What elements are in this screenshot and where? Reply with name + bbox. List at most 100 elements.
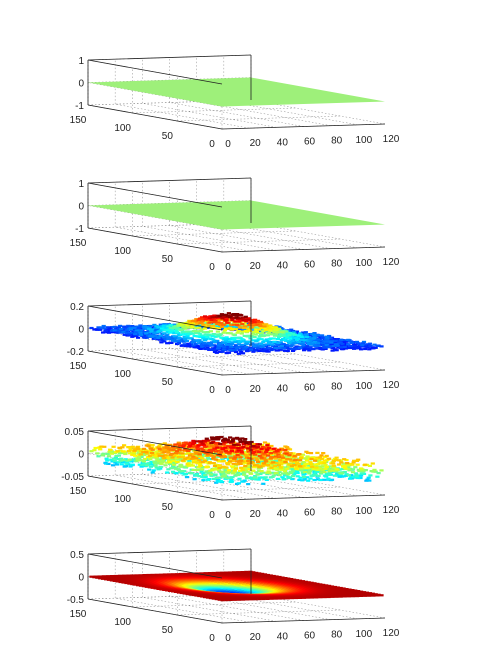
surface-cell <box>221 313 226 316</box>
surface-cell <box>279 455 284 458</box>
surface-cell <box>276 448 282 451</box>
surface-cell <box>148 447 153 450</box>
surface-cell <box>329 346 335 349</box>
surface-cell <box>312 335 317 338</box>
surface-cell <box>247 324 252 327</box>
surface-cell <box>235 463 240 466</box>
surface-cell <box>282 334 287 337</box>
surface-cell <box>200 328 205 331</box>
surface-cell <box>212 588 217 591</box>
surface-cell <box>355 463 360 466</box>
surface-cell <box>216 478 221 481</box>
surface-cell <box>322 461 327 464</box>
surface-cell <box>240 584 245 587</box>
surface-cell <box>129 463 134 466</box>
surface-cell <box>200 466 205 469</box>
surface-cell <box>219 345 224 348</box>
surface-cell <box>167 329 172 332</box>
surface-cell <box>141 447 146 450</box>
surface-cell <box>230 476 235 479</box>
grid-line <box>87 345 252 352</box>
grid-line <box>132 353 296 360</box>
surface-cell <box>318 347 323 350</box>
surface-cell <box>281 472 286 475</box>
z-tick-label: 0 <box>78 450 84 461</box>
surface-cell <box>206 439 211 442</box>
surface-cell <box>285 349 290 353</box>
surface-cell <box>162 588 167 591</box>
surface-cell <box>153 454 158 457</box>
surface-cell <box>186 445 191 449</box>
surface-cell <box>331 459 336 463</box>
surface-cell <box>244 441 249 445</box>
surface-cell <box>197 475 202 478</box>
surface-cell <box>256 460 261 463</box>
surface-cell <box>244 346 249 349</box>
surface-cell <box>208 473 213 476</box>
surface-cell <box>267 342 272 345</box>
surface-cell <box>308 339 313 342</box>
surface-cell <box>113 461 118 464</box>
z-tick-label: 1 <box>78 179 84 190</box>
surface-cell <box>317 467 322 470</box>
surface-cell <box>112 457 117 460</box>
surface-cell <box>181 326 186 329</box>
surface-cell <box>136 584 141 587</box>
surface-cell <box>253 349 258 352</box>
surface-cell <box>316 344 321 347</box>
surface-cell <box>216 455 221 458</box>
surface-cell <box>322 459 328 462</box>
surface-cell <box>211 318 216 321</box>
surface-cell <box>261 349 266 352</box>
surface-cell <box>205 335 210 338</box>
surface-cell <box>123 452 128 456</box>
surface-cell <box>244 456 250 459</box>
surface-cell <box>188 345 193 348</box>
surface-cell <box>301 344 306 347</box>
surface-cell <box>286 347 291 350</box>
surface-cell <box>203 445 208 448</box>
surface-cell <box>101 577 106 580</box>
surface-cell <box>258 584 263 587</box>
surface-cell <box>173 452 179 455</box>
surface-cell <box>215 438 220 441</box>
surface-cell <box>185 324 190 327</box>
surface-cell <box>283 460 288 463</box>
surface-cell <box>200 319 205 323</box>
surface-cell <box>171 459 176 462</box>
z-tick-label: 0 <box>78 325 84 336</box>
surface-cell <box>202 581 208 584</box>
surface-cell <box>265 448 270 451</box>
surface-cell <box>278 332 283 335</box>
surface-cell <box>203 315 208 318</box>
surface-cell <box>240 462 245 465</box>
surface-cell <box>276 456 282 459</box>
surface-cell <box>262 477 267 480</box>
surface-cell <box>269 466 274 469</box>
surface-cell <box>328 465 333 468</box>
surface-cell <box>197 582 202 585</box>
surface-cell <box>194 346 199 349</box>
surface-cell <box>251 584 257 587</box>
surface-cell <box>379 345 384 348</box>
surface-cell <box>175 461 180 464</box>
surface-cell <box>307 336 312 339</box>
surface-cell <box>233 464 238 467</box>
surface-cell <box>221 327 226 330</box>
surface-cell <box>257 349 262 353</box>
surface-cell <box>163 326 168 329</box>
surface-cell <box>183 457 188 461</box>
surface-cell <box>222 590 227 593</box>
surface-cell <box>260 332 265 335</box>
surface-cell <box>180 459 186 462</box>
surface-cell <box>109 452 114 455</box>
surface-cell <box>354 473 359 476</box>
surface-cell <box>118 459 123 462</box>
surface-cell <box>130 583 135 586</box>
surface-cell <box>262 448 267 451</box>
surface-cell <box>230 579 235 583</box>
surface-cell <box>162 457 167 460</box>
surface-cell <box>294 345 299 348</box>
surface-cell <box>216 454 221 457</box>
